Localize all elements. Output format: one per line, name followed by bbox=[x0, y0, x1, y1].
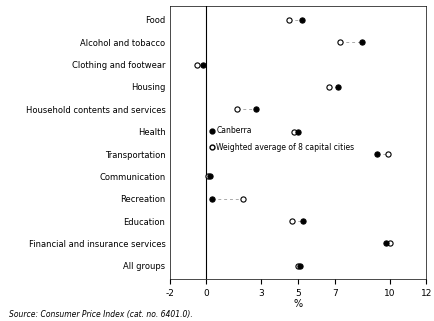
Point bbox=[285, 17, 292, 22]
Point bbox=[381, 241, 388, 246]
Point bbox=[294, 129, 301, 134]
Point bbox=[296, 263, 302, 268]
Point bbox=[384, 152, 391, 157]
Point bbox=[358, 39, 365, 45]
Point bbox=[288, 219, 295, 224]
Point bbox=[290, 129, 297, 134]
Point bbox=[208, 196, 215, 201]
Point bbox=[294, 263, 301, 268]
Point bbox=[336, 39, 343, 45]
Point bbox=[206, 174, 213, 179]
Text: Source: Consumer Price Index (cat. no. 6401.0).: Source: Consumer Price Index (cat. no. 6… bbox=[9, 310, 192, 319]
Point bbox=[297, 17, 304, 22]
Point bbox=[299, 219, 306, 224]
Point bbox=[325, 84, 332, 90]
Point bbox=[372, 152, 379, 157]
Text: Weighted average of 8 capital cities: Weighted average of 8 capital cities bbox=[216, 143, 354, 152]
Point bbox=[252, 107, 259, 112]
Point bbox=[334, 84, 341, 90]
Point bbox=[385, 241, 392, 246]
Point bbox=[239, 196, 246, 201]
Text: Canberra: Canberra bbox=[216, 126, 251, 135]
Point bbox=[204, 174, 211, 179]
Point bbox=[233, 107, 240, 112]
Point bbox=[193, 62, 200, 67]
Point bbox=[199, 62, 206, 67]
X-axis label: %: % bbox=[293, 299, 302, 309]
